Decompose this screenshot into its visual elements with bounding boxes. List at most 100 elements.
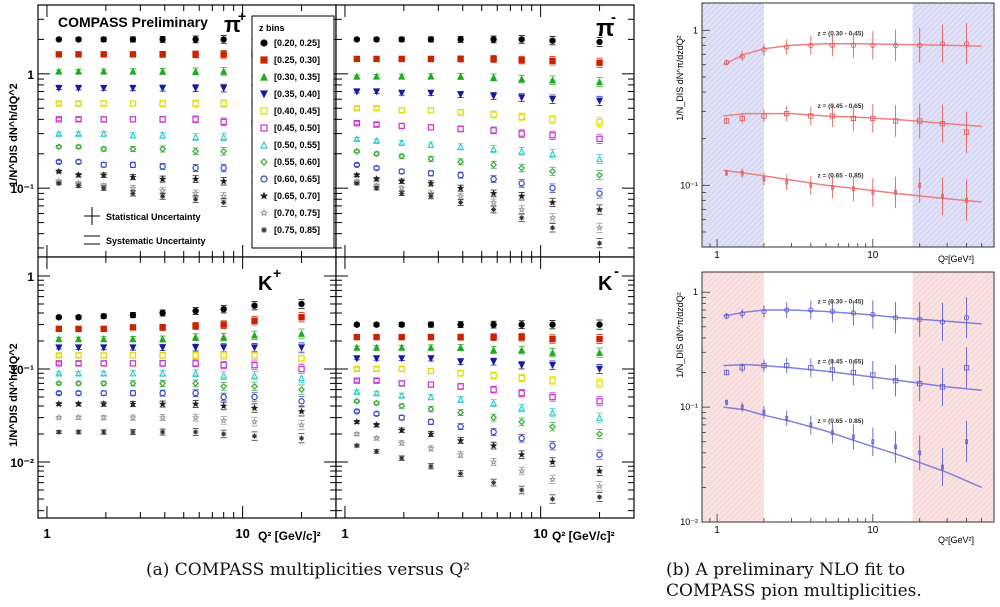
data-point <box>457 142 465 151</box>
data-point <box>74 67 83 75</box>
series-[0.50, 0.55] <box>353 134 604 164</box>
data-point <box>549 116 556 123</box>
legend-label: [0.70, 0.75] <box>274 208 320 218</box>
data-point <box>398 72 406 80</box>
series-[0.20, 0.25] <box>353 319 603 330</box>
data-point <box>518 94 526 102</box>
data-point <box>192 389 199 397</box>
nlo-data-point <box>761 113 767 119</box>
data-point <box>489 458 498 466</box>
nlo-data-point <box>761 308 767 315</box>
data-point <box>427 72 435 80</box>
data-point <box>353 55 361 63</box>
data-point <box>372 421 381 429</box>
legend-marker <box>259 208 269 217</box>
data-point <box>373 36 380 43</box>
nlo-data-point <box>892 118 899 124</box>
series-[0.70, 0.75] <box>55 413 306 430</box>
nlo-data-point <box>723 59 730 66</box>
nlo-data-point <box>739 365 745 371</box>
data-point <box>548 214 557 222</box>
nlo-data-point <box>808 365 814 371</box>
data-point <box>457 321 464 328</box>
nlo-series-2: z = (0.65 - 0.85) <box>723 399 982 489</box>
data-point <box>75 100 82 107</box>
data-point <box>251 317 258 324</box>
data-point <box>490 36 497 43</box>
nlo-curve-label: z = (0.65 - 0.85) <box>817 418 863 425</box>
data-point <box>158 400 167 408</box>
panel-label-pip-charge: + <box>238 8 246 24</box>
data-point <box>518 435 525 442</box>
data-point <box>100 116 107 123</box>
series-[0.35, 0.40] <box>353 355 604 374</box>
data-point <box>220 100 227 107</box>
data-point <box>192 164 199 172</box>
data-point <box>75 183 82 189</box>
data-point <box>354 443 360 449</box>
data-point <box>219 192 228 200</box>
data-point <box>518 75 526 83</box>
legend-marker <box>260 39 268 47</box>
x-tick-label: 10 <box>533 526 547 541</box>
panel-label-pip-letter: π <box>224 12 241 37</box>
data-point <box>251 393 258 401</box>
panel-label-pim: π - <box>596 9 616 42</box>
data-point <box>192 67 200 75</box>
panel-frame <box>335 4 635 258</box>
legend-label: [0.35, 0.40] <box>274 89 320 99</box>
data-point <box>490 145 498 153</box>
nlo-data-point <box>850 42 857 48</box>
nlo-data-point <box>761 362 767 369</box>
data-point <box>159 116 166 123</box>
nlo-data-point <box>917 118 923 124</box>
panel-label-pim-charge: - <box>611 9 616 26</box>
data-point <box>518 147 526 155</box>
data-point <box>75 360 82 367</box>
data-point <box>100 379 108 387</box>
nlo-top-y-axis-label: 1/N_DIS dN^π/dzdQ² <box>675 35 685 120</box>
data-point <box>548 475 557 483</box>
nlo-curve-label: z = (0.30 - 0.45) <box>817 31 863 38</box>
panel-frame <box>37 256 337 519</box>
data-point <box>595 77 604 86</box>
nlo-series-0: z = (0.30 - 0.45) <box>723 297 982 342</box>
nlo-data-point <box>809 422 813 428</box>
data-point <box>75 51 82 58</box>
data-point <box>373 150 380 158</box>
data-point <box>251 433 258 439</box>
nlo-fit-curve <box>723 363 982 392</box>
data-point <box>130 190 136 196</box>
data-point <box>518 346 526 354</box>
data-point <box>596 451 603 458</box>
nlo-series-1: z = (0.45 - 0.65) <box>723 103 982 153</box>
x-tick-label: 1 <box>341 526 348 541</box>
data-point <box>518 180 525 187</box>
data-point <box>427 321 435 328</box>
data-point <box>220 393 227 401</box>
nlo-x-tick-label: 10 <box>867 525 879 536</box>
panel-label-km-letter: K <box>598 273 613 295</box>
panel-K-: 1 10 <box>335 256 635 541</box>
data-point <box>548 361 557 370</box>
data-point <box>398 152 406 160</box>
data-point <box>129 413 137 421</box>
data-point <box>192 360 199 367</box>
data-point <box>298 398 305 405</box>
nlo-series-2: z = (0.65 - 0.85) <box>723 167 982 221</box>
data-point <box>427 355 435 363</box>
data-point <box>596 171 603 179</box>
data-point <box>373 410 380 417</box>
data-point <box>159 369 167 377</box>
data-point <box>548 348 557 356</box>
data-point <box>549 496 556 502</box>
data-point <box>427 430 435 438</box>
data-point <box>220 333 228 341</box>
series-[0.50, 0.55] <box>353 387 604 423</box>
data-point <box>99 413 108 421</box>
excluded-region <box>702 3 764 247</box>
y-tick-label: 10⁻² <box>10 456 34 470</box>
data-point <box>55 67 63 75</box>
nlo-data-point <box>723 369 730 376</box>
nlo-data-point <box>871 439 875 445</box>
